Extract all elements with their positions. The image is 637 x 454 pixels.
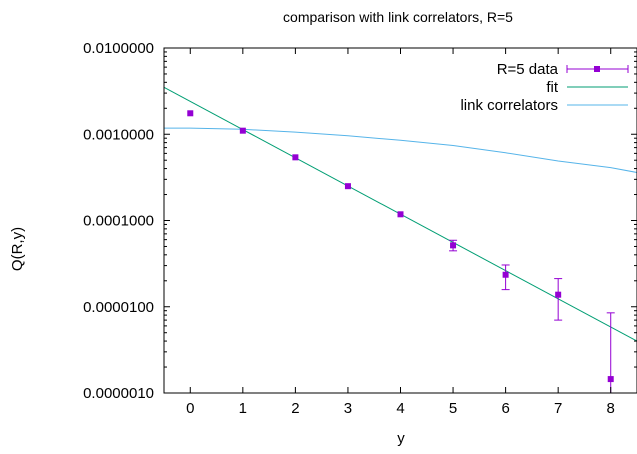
legend-label-fit: fit [546,79,559,96]
y-tick-label: 0.0001000 [83,213,154,230]
data-point [555,291,562,298]
legend-label-link: link correlators [460,97,558,114]
y-tick-label: 0.0000100 [83,299,154,316]
legend: R=5 data fit link correlators [460,61,629,114]
x-tick-label: 2 [291,400,299,417]
y-axis-label: Q(R,y) [9,227,26,271]
x-axis-label: y [397,430,405,447]
data-point [344,183,351,190]
series-layer [164,86,637,393]
x-tick-label: 8 [607,400,615,417]
y-tick-label: 0.0100000 [83,40,154,57]
x-tick-label: 3 [344,400,352,417]
x-tick-label: 6 [501,400,509,417]
data-point [397,211,404,218]
data-point [450,242,457,249]
series-group [164,86,637,393]
x-tick-label: 4 [396,400,404,417]
x-tick-label: 5 [449,400,457,417]
x-tick-label: 1 [239,400,247,417]
y-tick-label: 0.0010000 [83,126,154,143]
x-tick-label: 7 [554,400,562,417]
x-tick-label: 0 [186,400,194,417]
chart-title: comparison with link correlators, R=5 [283,9,513,25]
data-point [239,127,246,134]
data-point [502,271,509,278]
legend-sample-data [566,65,629,73]
legend-label-data: R=5 data [497,61,559,78]
legend-data-marker [594,66,600,72]
y-tick-label: 0.0000010 [83,385,154,402]
ticks-layer: 0 1 2 3 4 5 6 7 8 0.0100000 0.0010000 0.0001000 0.00… [83,40,637,417]
data-point [187,110,194,117]
data-point [607,376,614,383]
link-correlators-curve [164,127,637,173]
data-point [292,154,299,161]
